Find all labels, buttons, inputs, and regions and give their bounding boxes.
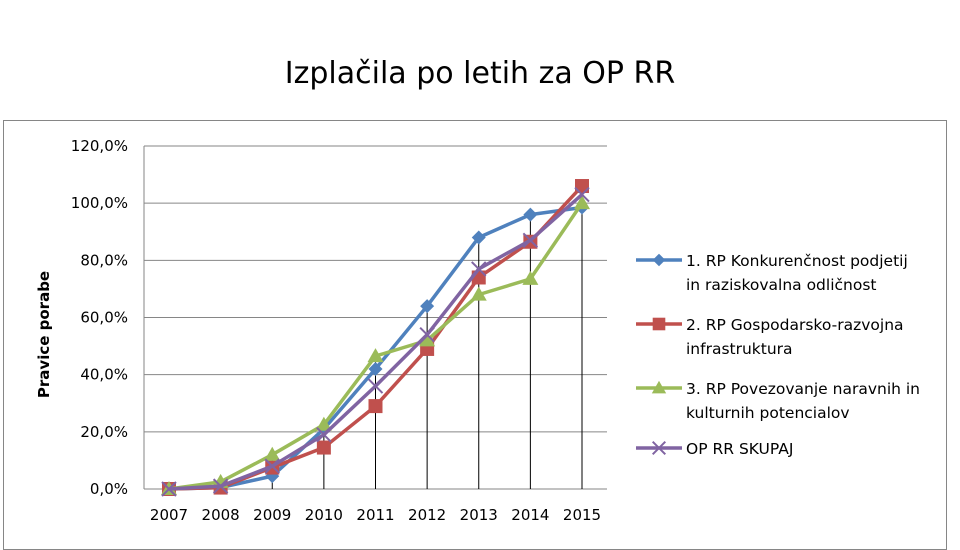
legend-marker-1: [652, 253, 666, 267]
legend-label: OP RR SKUPAJ: [686, 440, 793, 458]
slide-title: Izplačila po letih za OP RR: [284, 56, 676, 91]
data-point-s1: [523, 207, 538, 222]
y-tick-label: 80,0%: [80, 251, 128, 269]
data-point-s3: [470, 286, 487, 301]
data-point-s4: [471, 261, 487, 277]
data-point-s2: [575, 179, 589, 194]
data-point-s4: [522, 232, 539, 249]
legend-label: in raziskovalna odličnost: [686, 276, 877, 294]
legend-label: 2. RP Gospodarsko-razvojna: [686, 316, 904, 334]
y-tick-label: 0,0%: [90, 480, 128, 498]
x-tick-label: 2010: [305, 506, 343, 524]
y-tick-label: 100,0%: [71, 194, 128, 212]
chart-frame: 0,0% 20,0% 40,0% 60,0% 80,0% 100,0% 120,0% 2007…: [3, 120, 947, 550]
data-point-s3: [419, 332, 436, 347]
x-tick-label: 2007: [150, 506, 188, 524]
data-point-s4: [419, 326, 435, 343]
data-point-s4: [264, 458, 280, 474]
legend-label: kulturnih potencialov: [686, 404, 850, 422]
legend-marker-2: [652, 317, 666, 331]
x-tick-label: 2013: [460, 506, 498, 524]
x-tick-label: 2015: [563, 506, 601, 524]
data-point-s4: [161, 481, 177, 497]
data-point-s3: [264, 446, 281, 461]
legend-label: infrastruktura: [686, 340, 793, 358]
x-tick-label: 2009: [253, 506, 291, 524]
x-tick-label: 2011: [356, 506, 394, 524]
legend-marker-3: [651, 380, 667, 394]
x-tick-label: 2012: [408, 506, 446, 524]
data-point-s1: [420, 299, 435, 314]
x-tick-label: 2008: [202, 506, 240, 524]
data-point-s2: [316, 440, 331, 455]
x-tick-label: 2014: [511, 506, 549, 524]
data-point-s3: [574, 195, 590, 210]
data-point-s1: [471, 230, 486, 245]
legend-label: 1. RP Konkurenčnost podjetij: [686, 252, 908, 270]
data-point-s4: [574, 186, 590, 203]
data-point-s4: [367, 378, 384, 394]
y-tick-label: 20,0%: [80, 423, 128, 441]
data-point-s4: [316, 426, 332, 443]
y-tick-label: 60,0%: [80, 309, 128, 327]
data-point-s2: [368, 399, 383, 414]
line-chart: 0,0% 20,0% 40,0% 60,0% 80,0% 100,0% 120,0% 2007…: [35, 137, 920, 524]
data-point-s3: [367, 348, 384, 363]
data-point-s3: [315, 416, 332, 431]
y-tick-label: 40,0%: [80, 366, 128, 384]
data-point-s3: [522, 270, 539, 285]
legend-label: 3. RP Povezovanje naravnih in: [686, 380, 920, 398]
y-tick-label: 120,0%: [71, 137, 128, 155]
data-point-s1: [368, 361, 383, 376]
data-point-s4: [212, 478, 229, 494]
legend-marker-4: [651, 440, 667, 456]
y-axis-title: Pravice porabe: [35, 271, 53, 398]
